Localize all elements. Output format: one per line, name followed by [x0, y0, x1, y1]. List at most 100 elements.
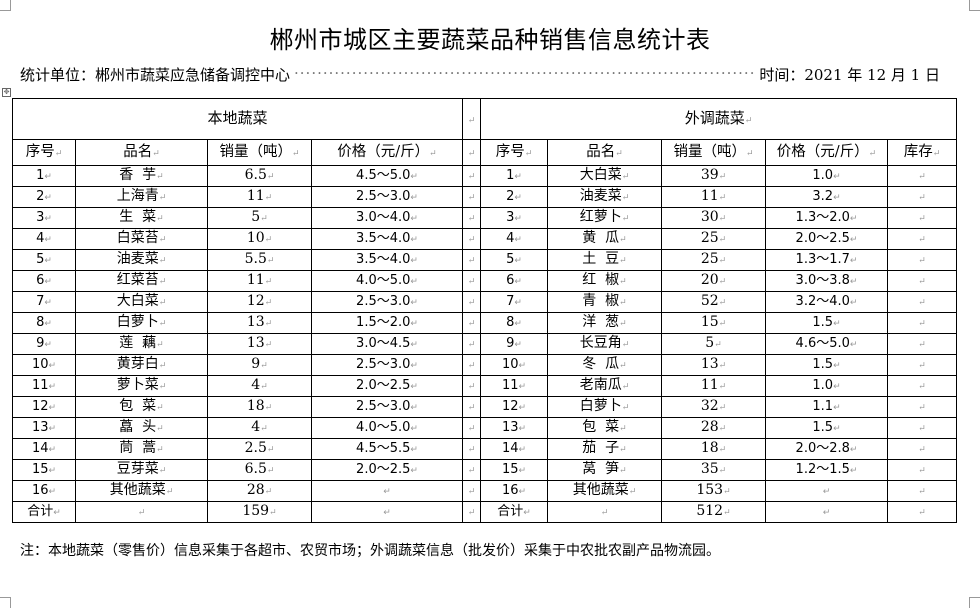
external-price-cell: 3.2～4.0: [765, 291, 888, 313]
external-col-header-price: 价格（元/斤）: [765, 139, 888, 166]
total-row: 合计 159 合计 512: [12, 501, 957, 523]
gap-cell: [462, 186, 481, 208]
date-label: 时间：2021 年 12 月 1 日: [759, 66, 940, 84]
external-volume-cell: 32: [661, 396, 766, 418]
external-price-cell: 1.3～1.7: [765, 249, 888, 271]
local-name-cell: 油麦菜: [75, 249, 208, 271]
external-col-header-stock: 库存: [887, 139, 957, 166]
external-name-cell: 冬 瓜: [547, 354, 662, 376]
external-stock-cell: [887, 291, 957, 313]
external-stock-cell: [887, 396, 957, 418]
local-volume-cell: 5.5: [207, 249, 312, 271]
gap-cell: [462, 396, 481, 418]
external-price-cell: 1.5: [765, 354, 888, 376]
external-stock-cell: [887, 186, 957, 208]
local-price-cell: 2.0～2.5: [311, 459, 463, 481]
local-index-cell: 16: [12, 480, 76, 502]
local-volume-cell: 2.5: [207, 438, 312, 460]
external-stock-cell: [887, 228, 957, 250]
external-index-cell: 15: [480, 459, 548, 481]
local-name-cell: 红菜苔: [75, 270, 208, 292]
local-price-cell: 4.5～5.0: [311, 165, 463, 187]
external-col-header-volume: 销量（吨）: [661, 139, 766, 166]
external-index-cell: 10: [480, 354, 548, 376]
external-volume-cell: 15: [661, 312, 766, 334]
external-price-cell: 1.5: [765, 417, 888, 439]
gap-cell: [462, 480, 481, 502]
local-price-cell: 3.5～4.0: [311, 249, 463, 271]
external-stock-cell: [887, 480, 957, 502]
local-volume-cell: 6.5: [207, 459, 312, 481]
external-price-cell: 1.1: [765, 396, 888, 418]
table-row: 4白菜苔103.5～4.04黄 瓜252.0～2.5: [12, 228, 957, 250]
external-stock-cell: [887, 333, 957, 355]
external-name-cell: 包 菜: [547, 417, 662, 439]
local-volume-cell: 6.5: [207, 165, 312, 187]
gap-cell: [462, 333, 481, 355]
external-name-cell: 黄 瓜: [547, 228, 662, 250]
gap-cell: [462, 228, 481, 250]
local-price-cell: 4.5～5.5: [311, 438, 463, 460]
gap-cell: [462, 459, 481, 481]
external-volume-cell: 20: [661, 270, 766, 292]
local-volume-cell: 12: [207, 291, 312, 313]
local-index-cell: 合计: [12, 501, 76, 523]
table-row: 8白萝卜131.5～2.08洋 葱151.5: [12, 312, 957, 334]
external-index-cell: 9: [480, 333, 548, 355]
external-stock-cell: [887, 438, 957, 460]
gap-cell: [462, 207, 481, 229]
external-price-cell: 2.0～2.8: [765, 438, 888, 460]
local-name-cell: 上海青: [75, 186, 208, 208]
table-row: 6红菜苔114.0～5.06红 椒203.0～3.8: [12, 270, 957, 292]
local-col-header-volume: 销量（吨）: [207, 139, 312, 166]
local-index-cell: 11: [12, 375, 76, 397]
local-name-cell: 豆芽菜: [75, 459, 208, 481]
gap-cell: [462, 354, 481, 376]
external-price-cell: [765, 480, 888, 502]
external-price-cell: 1.5: [765, 312, 888, 334]
external-index-cell: 5: [480, 249, 548, 271]
external-stock-cell: [887, 207, 957, 229]
external-index-cell: 11: [480, 375, 548, 397]
local-price-cell: [311, 480, 463, 502]
local-volume-cell: 159: [207, 501, 312, 523]
gap-cell: [462, 375, 481, 397]
external-volume-cell: 18: [661, 438, 766, 460]
local-price-cell: 4.0～5.0: [311, 417, 463, 439]
local-name-cell: 包 菜: [75, 396, 208, 418]
gap-cell: [462, 501, 481, 523]
local-index-cell: 15: [12, 459, 76, 481]
local-index-cell: 4: [12, 228, 76, 250]
local-price-cell: 4.0～5.0: [311, 270, 463, 292]
external-stock-cell: [887, 417, 957, 439]
external-stock-cell: [887, 375, 957, 397]
table-row: 15豆芽菜6.52.0～2.515莴 笋351.2～1.5: [12, 459, 957, 481]
column-header-row: 序号品名销量（吨）价格（元/斤）序号品名销量（吨）价格（元/斤）库存: [12, 139, 957, 166]
external-price-cell: 1.0: [765, 375, 888, 397]
local-name-cell: 莲 藕: [75, 333, 208, 355]
local-name-cell: 白菜苔: [75, 228, 208, 250]
page-corner-mark: [0, 597, 11, 608]
external-price-cell: 1.2～1.5: [765, 459, 888, 481]
gap-cell: [462, 312, 481, 334]
external-name-cell: 青 椒: [547, 291, 662, 313]
external-price-cell: 2.0～2.5: [765, 228, 888, 250]
local-index-cell: 12: [12, 396, 76, 418]
external-name-cell: 茄 子: [547, 438, 662, 460]
table-move-handle[interactable]: ✥: [2, 88, 11, 97]
local-volume-cell: 11: [207, 186, 312, 208]
external-name-cell: 红 椒: [547, 270, 662, 292]
local-group-header: 本地蔬菜: [12, 98, 463, 140]
table-row: 1香 芋6.54.5～5.01大白菜391.0: [12, 165, 957, 187]
local-volume-cell: 4: [207, 375, 312, 397]
gap-cell: [462, 438, 481, 460]
external-index-cell: 3: [480, 207, 548, 229]
external-stock-cell: [887, 312, 957, 334]
local-index-cell: 5: [12, 249, 76, 271]
table-row: 13藠 头44.0～5.013包 菜281.5: [12, 417, 957, 439]
page-corner-mark: [969, 597, 980, 608]
external-price-cell: 3.0～3.8: [765, 270, 888, 292]
table-row: 5油麦菜5.53.5～4.05土 豆251.3～1.7: [12, 249, 957, 271]
external-name-cell: 油麦菜: [547, 186, 662, 208]
page-corner-mark: [0, 0, 11, 11]
